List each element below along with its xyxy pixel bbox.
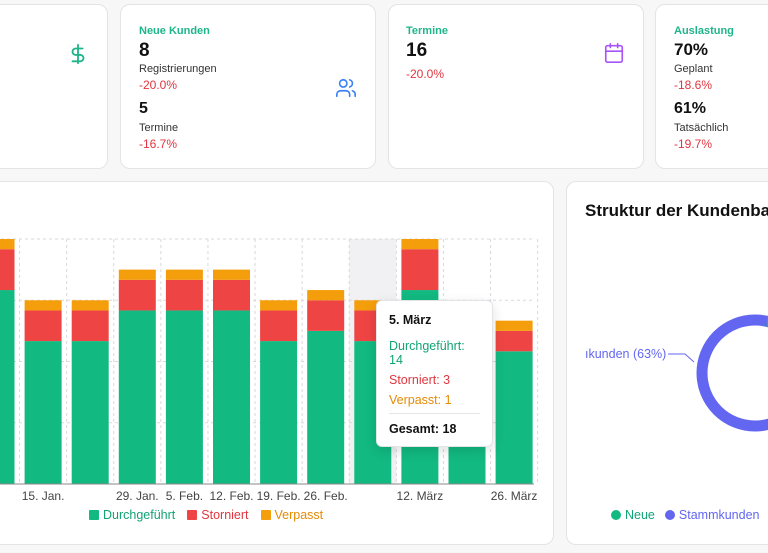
bar-segment-storniert [165, 279, 203, 311]
legend-item-cancelled[interactable]: Storniert [201, 508, 249, 522]
bar-segment-durchgeführt [71, 341, 109, 484]
donut-slice-regular [696, 314, 768, 432]
bar-segment-storniert [24, 310, 62, 342]
legend-swatch-missed [260, 510, 271, 520]
tooltip-total: Gesamt: 18 [389, 422, 457, 436]
chart-legend: Durchgeführt Storniert Verpasst [89, 508, 323, 522]
customer-structure-card: Struktur der Kundenba ıkunden (63%) Neue… [566, 181, 768, 545]
legend-dot-regular [664, 510, 675, 520]
x-tick-label: 29. Jan. [116, 489, 159, 503]
x-tick-label: 26. Feb. [304, 489, 348, 503]
legend-item-regular[interactable]: Stammkunden [678, 508, 760, 522]
kpi-value-actual: 61% [674, 100, 707, 117]
kpi-value-planned: 70% [674, 40, 709, 59]
tooltip-done: Durchgeführt: 14 [389, 339, 465, 367]
kpi-title: Termine [406, 25, 448, 37]
x-tick-label: 12. Feb. [209, 489, 253, 503]
kpi-card-new-customers: Neue Kunden 8 Registrierungen -20.0% 5 T… [120, 4, 376, 169]
bar-segment-verpasst [495, 320, 533, 331]
kpi-label-planned: Geplant [674, 63, 713, 75]
bar-segment-verpasst [24, 300, 62, 311]
customer-legend: Neue Stammkunden [611, 508, 768, 522]
slice-label-regular: ıkunden (63%) [585, 347, 667, 361]
kpi-title: Neue Kunden [139, 25, 210, 37]
bar-segment-storniert [213, 279, 250, 311]
users-icon [336, 78, 356, 98]
kpi-card-utilization: Auslastung 70% Geplant -18.6% 61% Tatsäc… [655, 4, 768, 169]
kpi-value-appointments-total: 16 [406, 40, 428, 61]
tooltip-missed: Verpasst: 1 [389, 393, 452, 407]
calendar-icon [604, 43, 624, 63]
kpi-card-revenue [0, 4, 108, 169]
bar-segment-storniert [307, 300, 345, 331]
kpi-label-registrations: Registrierungen [139, 63, 217, 75]
bar-segment-durchgeführt [165, 310, 203, 484]
bar-segment-durchgeführt [24, 341, 62, 484]
bar-segment-storniert [0, 249, 15, 291]
bar-segment-verpasst [354, 300, 392, 311]
customer-structure-title: Struktur der Kundenba [585, 201, 768, 220]
slice-label-connector [668, 353, 695, 363]
bar-segment-verpasst [401, 239, 439, 250]
legend-swatch-done [89, 510, 99, 520]
legend-dot-new [611, 510, 621, 520]
legend-item-new[interactable]: Neue [625, 508, 655, 522]
bar-segment-verpasst [165, 269, 203, 280]
bar-segment-verpasst [0, 239, 15, 250]
bar-segment-verpasst [118, 269, 156, 280]
donut-slice-new [766, 315, 768, 327]
bar-segment-verpasst [71, 300, 109, 311]
kpi-change-actual: -19.7% [674, 137, 713, 151]
legend-swatch-cancelled [187, 510, 198, 520]
kpi-change-appointments-total: -20.0% [406, 67, 445, 81]
tooltip-cancelled: Storniert: 3 [389, 373, 451, 387]
bar-segment-durchgeführt [213, 310, 250, 484]
bar-segment-storniert [495, 330, 533, 352]
bar-segment-storniert [118, 279, 156, 311]
kpi-value-registrations: 8 [139, 40, 150, 61]
kpi-label-appointments: Termine [139, 122, 179, 134]
kpi-card-appointments: Termine 16 -20.0% [388, 4, 644, 169]
legend-item-done[interactable]: Durchgeführt [103, 508, 176, 522]
x-tick-label: 19. Feb. [257, 489, 301, 503]
kpi-value-appointments: 5 [139, 100, 148, 117]
bar-segment-durchgeführt [307, 330, 345, 484]
bar-segment-durchgeführt [495, 351, 533, 484]
kpi-change-planned: -18.6% [674, 78, 713, 92]
dollar-icon [71, 43, 85, 65]
tooltip-title: 5. März [389, 313, 432, 327]
x-tick-label: 15. Jan. [22, 489, 65, 503]
chart-tooltip: 5. März Durchgeführt: 14 Storniert: 3 Ve… [376, 300, 493, 447]
bar-segment-durchgeführt [260, 341, 298, 484]
customer-donut-chart [668, 314, 768, 432]
bar-segment-durchgeführt [118, 310, 156, 484]
bar-segment-verpasst [260, 300, 298, 311]
appointments-chart-card: 15. Jan. 29. Jan. 5. Feb. 12. Feb. 19. Feb. 2… [0, 181, 554, 545]
bar-segment-storniert [71, 310, 109, 342]
tooltip-divider [389, 413, 480, 414]
kpi-change-registrations: -20.0% [139, 78, 178, 92]
kpi-title: Auslastung [674, 25, 734, 37]
bar-segment-storniert [401, 249, 439, 291]
bar-segment-durchgeführt [0, 290, 15, 484]
legend-item-missed[interactable]: Verpasst [274, 508, 324, 522]
bar-segment-verpasst [307, 290, 345, 301]
x-tick-label: 5. Feb. [166, 489, 203, 503]
x-tick-label: 12. März [397, 489, 444, 503]
kpi-change-appointments: -16.7% [139, 137, 178, 151]
kpi-label-actual: Tatsächlich [674, 122, 729, 134]
x-tick-label: 26. März [491, 489, 538, 503]
bar-segment-verpasst [213, 269, 250, 280]
bar-segment-storniert [260, 310, 298, 342]
